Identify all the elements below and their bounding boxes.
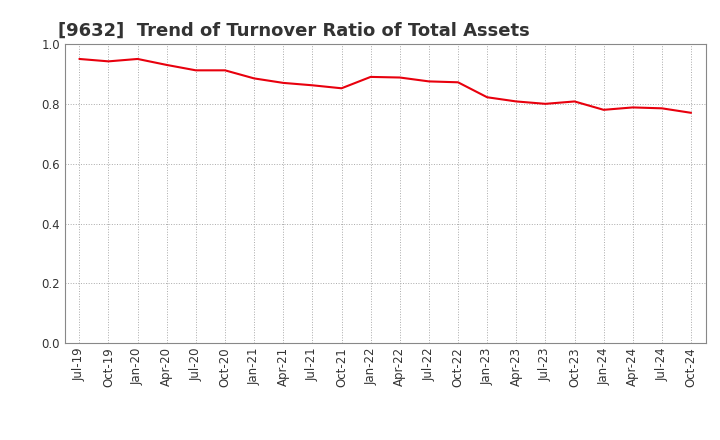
Text: [9632]  Trend of Turnover Ratio of Total Assets: [9632] Trend of Turnover Ratio of Total … — [58, 22, 529, 40]
